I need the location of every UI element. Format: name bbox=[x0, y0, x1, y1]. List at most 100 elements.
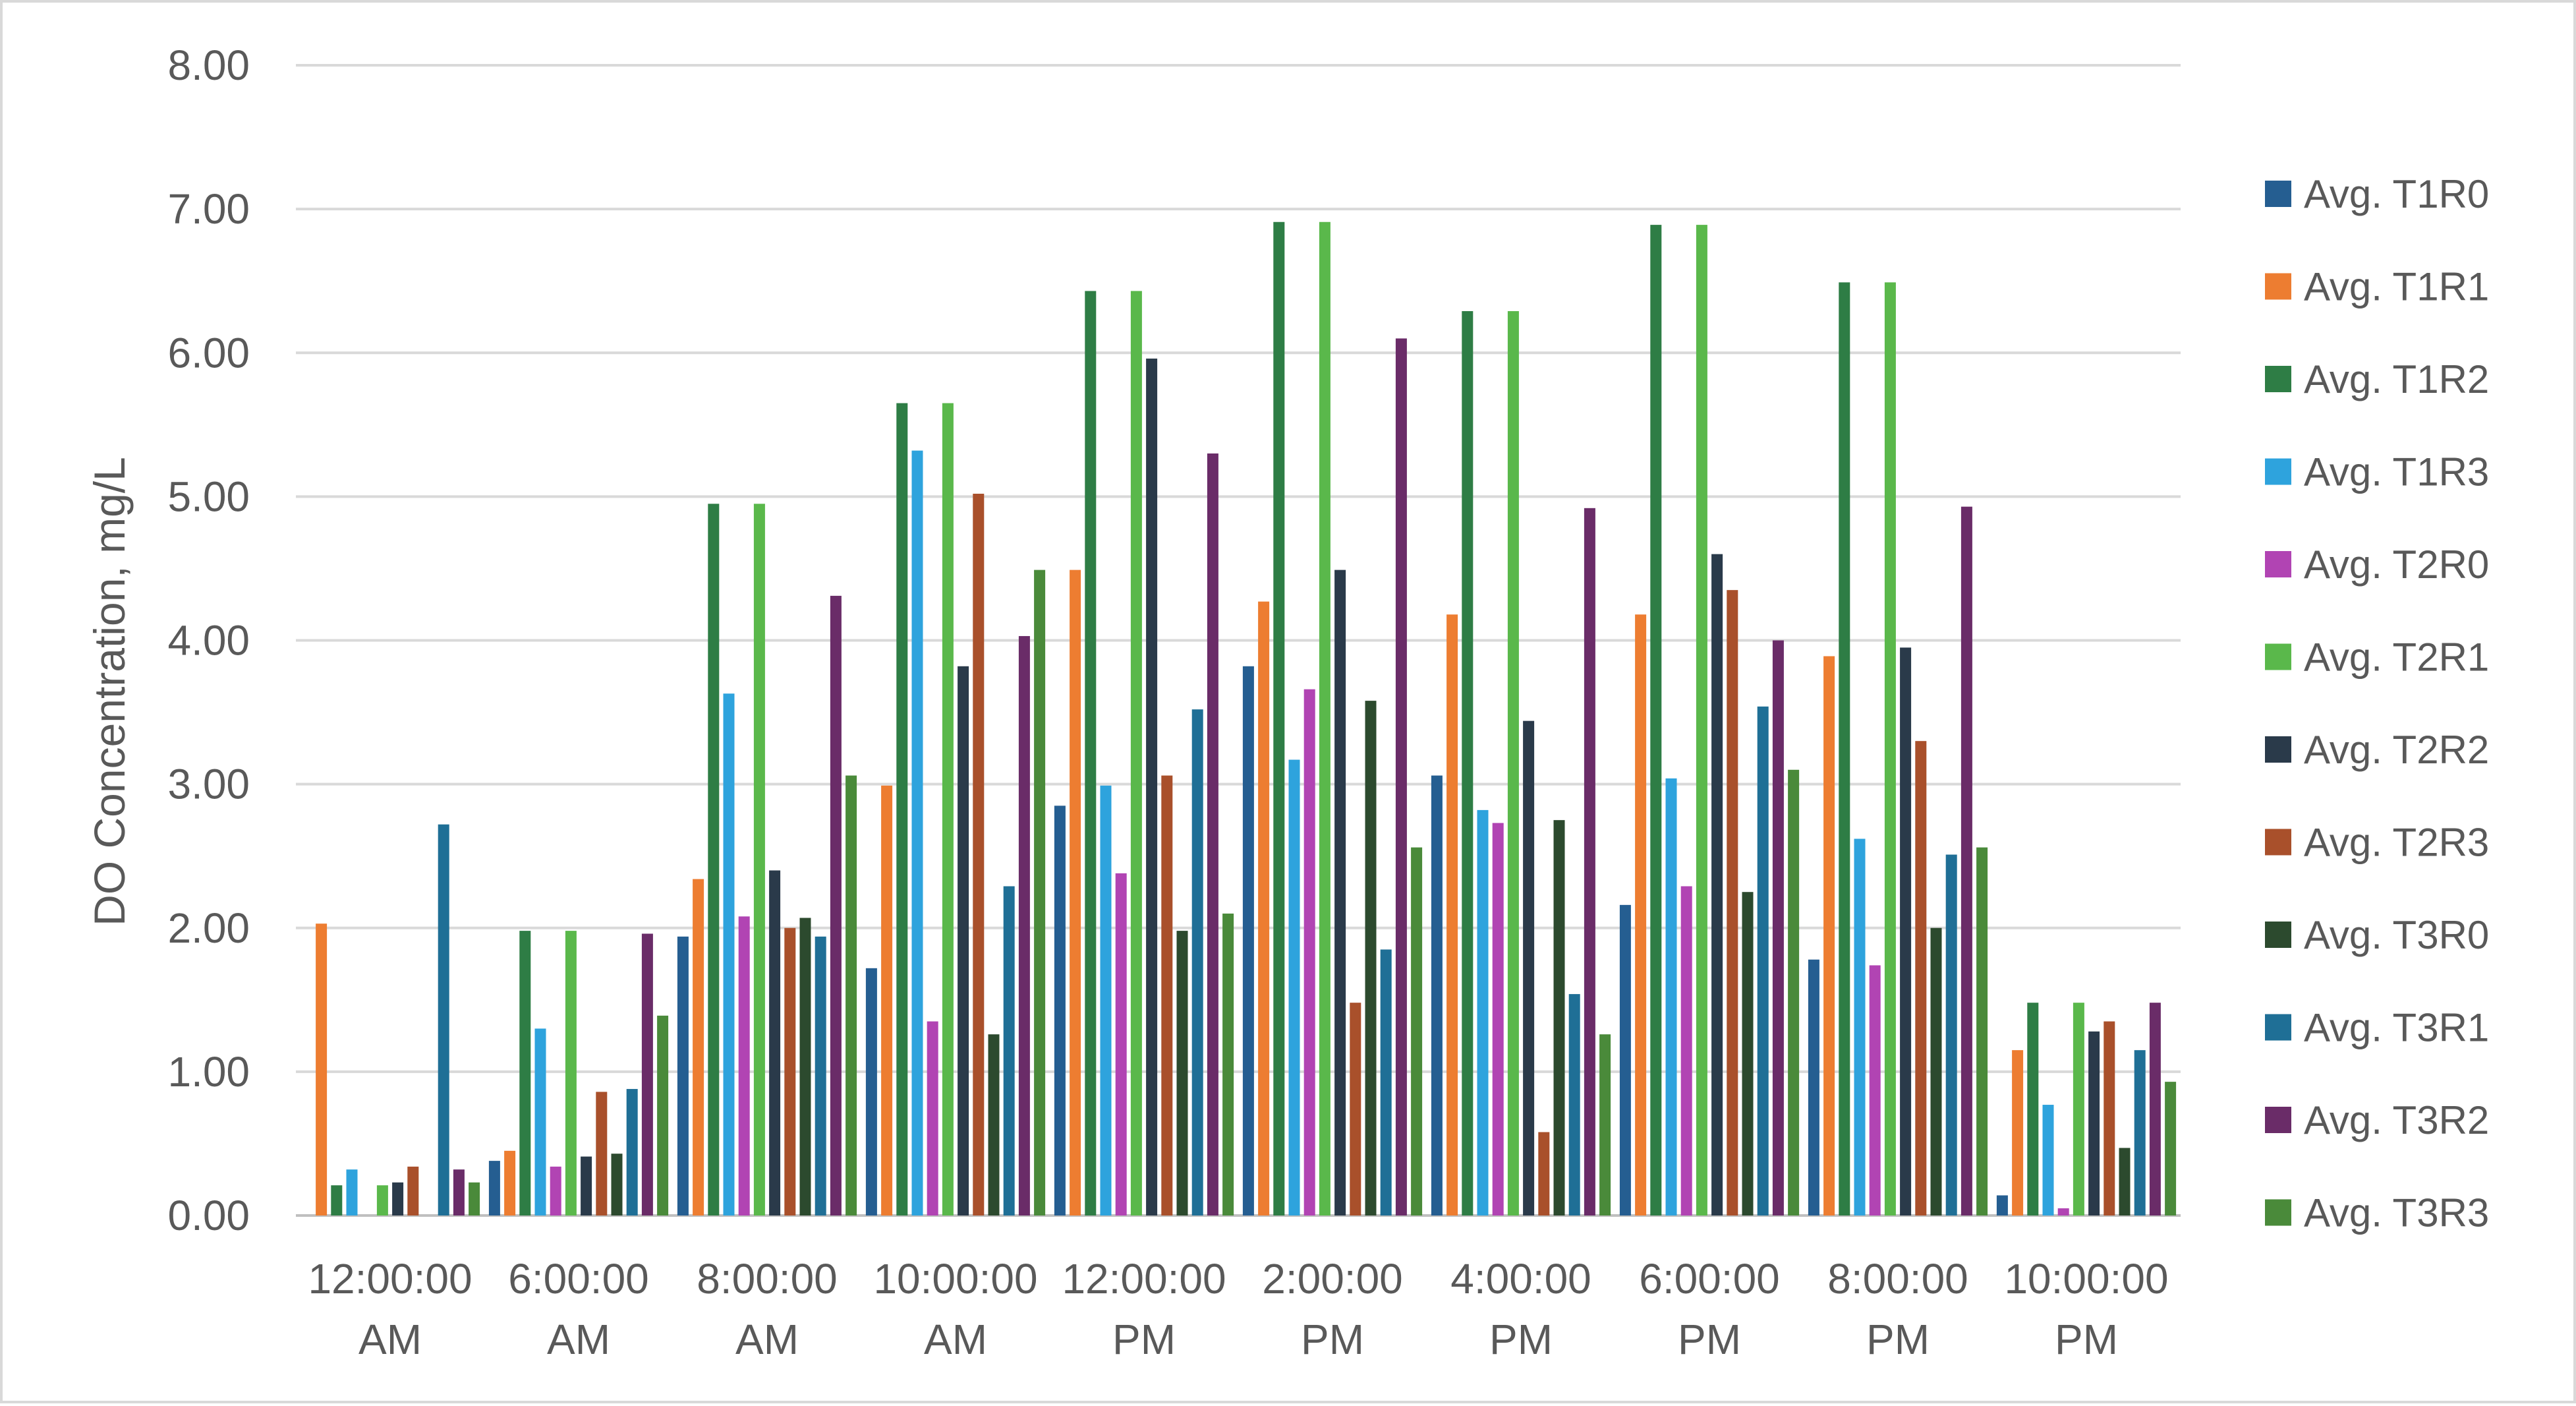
bar bbox=[611, 1154, 623, 1216]
bar bbox=[784, 927, 796, 1216]
bar bbox=[845, 775, 857, 1216]
y-tick-label: 8.00 bbox=[167, 42, 250, 89]
legend-item: Avg. T3R2 bbox=[2265, 1098, 2489, 1142]
gridlines bbox=[296, 64, 2181, 1217]
bar bbox=[1696, 225, 1707, 1216]
y-tick-label: 1.00 bbox=[167, 1048, 250, 1096]
bar bbox=[1854, 838, 1866, 1216]
bar bbox=[988, 1034, 1000, 1216]
bar bbox=[753, 504, 765, 1216]
legend-item: Avg. T3R3 bbox=[2265, 1191, 2489, 1235]
legend-label: Avg. T3R0 bbox=[2304, 913, 2489, 957]
legend-swatch bbox=[2265, 1014, 2291, 1041]
bar bbox=[1462, 310, 1474, 1216]
bar bbox=[958, 666, 969, 1216]
bar bbox=[1242, 666, 1254, 1216]
bar bbox=[1070, 570, 1081, 1216]
x-tick-label: 6:00:00 PM bbox=[1639, 1255, 1780, 1363]
x-tick-label: 10:00:00 AM bbox=[873, 1255, 1037, 1363]
bar bbox=[1003, 886, 1015, 1216]
legend-swatch bbox=[2265, 551, 2291, 577]
bar bbox=[1034, 570, 1046, 1216]
x-tick-label: 10:00:00 PM bbox=[2004, 1255, 2168, 1363]
bar bbox=[1319, 221, 1331, 1216]
bar bbox=[1599, 1034, 1611, 1216]
bars bbox=[316, 221, 2177, 1216]
x-axis-ticks: 12:00:00 AM 6:00:00 AM 8:00:00 AM 10:00:00 AM12… bbox=[308, 1255, 2168, 1363]
legend-label: Avg. T1R2 bbox=[2304, 357, 2489, 401]
bar bbox=[1085, 291, 1097, 1216]
bar bbox=[1207, 453, 1218, 1216]
bar bbox=[1839, 282, 1850, 1216]
y-tick-label: 5.00 bbox=[167, 473, 250, 520]
bar bbox=[1288, 759, 1300, 1216]
bar bbox=[2119, 1148, 2131, 1216]
bar bbox=[504, 1150, 516, 1216]
bar bbox=[1553, 820, 1565, 1216]
bar bbox=[519, 931, 531, 1216]
bar bbox=[1431, 775, 1443, 1216]
y-tick-label: 3.00 bbox=[167, 761, 250, 808]
bar bbox=[1650, 225, 1662, 1216]
legend-item: Avg. T1R1 bbox=[2265, 265, 2489, 309]
legend-swatch bbox=[2265, 273, 2291, 300]
bar bbox=[1538, 1132, 1550, 1216]
x-tick-label: 8:00:00 PM bbox=[1827, 1255, 1968, 1363]
legend-item: Avg. T2R3 bbox=[2265, 821, 2489, 865]
bar bbox=[1727, 590, 1738, 1216]
legend-swatch bbox=[2265, 1199, 2291, 1226]
bar bbox=[1568, 994, 1580, 1216]
bar bbox=[2042, 1105, 2054, 1216]
legend-label: Avg. T2R0 bbox=[2304, 542, 2489, 587]
bar bbox=[1823, 656, 1835, 1216]
bar bbox=[799, 918, 811, 1216]
bar bbox=[1900, 647, 1912, 1216]
bar bbox=[1130, 291, 1142, 1216]
bar bbox=[1930, 927, 1942, 1216]
bar bbox=[488, 1161, 500, 1216]
bar bbox=[1680, 886, 1692, 1216]
bar bbox=[641, 933, 653, 1216]
bar bbox=[596, 1092, 608, 1216]
bar bbox=[1808, 959, 1819, 1216]
bar bbox=[469, 1182, 480, 1216]
y-tick-label: 0.00 bbox=[167, 1192, 250, 1239]
legend-item: Avg. T3R0 bbox=[2265, 913, 2489, 957]
bar bbox=[1711, 554, 1723, 1216]
y-tick-label: 7.00 bbox=[167, 185, 250, 233]
bar bbox=[626, 1089, 638, 1216]
x-tick-label: 12:00:00 AM bbox=[308, 1255, 472, 1363]
legend-item: Avg. T2R1 bbox=[2265, 635, 2489, 680]
bar bbox=[769, 870, 781, 1216]
legend-label: Avg. T1R1 bbox=[2304, 265, 2489, 309]
x-tick-label: 4:00:00 PM bbox=[1450, 1255, 1591, 1363]
legend-item: Avg. T3R1 bbox=[2265, 1006, 2489, 1050]
legend-label: Avg. T3R1 bbox=[2304, 1006, 2489, 1050]
bar bbox=[1395, 338, 1407, 1216]
legend-item: Avg. T2R2 bbox=[2265, 728, 2489, 772]
bar bbox=[392, 1182, 404, 1216]
bar bbox=[1334, 570, 1346, 1216]
bar bbox=[815, 936, 826, 1216]
legend-label: Avg. T2R2 bbox=[2304, 728, 2489, 772]
legend-label: Avg. T1R0 bbox=[2304, 172, 2489, 216]
bar bbox=[881, 785, 893, 1216]
bar bbox=[1742, 892, 1754, 1216]
bar bbox=[453, 1169, 465, 1216]
bar bbox=[1584, 508, 1595, 1216]
bar bbox=[693, 879, 704, 1216]
bar-chart: 0.00 1.00 2.00 3.00 4.00 5.00 6.00 7.00 8.00 12:… bbox=[85, 42, 2489, 1363]
bar bbox=[1915, 741, 1927, 1216]
bar bbox=[1619, 904, 1631, 1216]
bar bbox=[438, 824, 449, 1216]
legend-item: Avg. T1R2 bbox=[2265, 357, 2489, 401]
legend: Avg. T1R0 Avg. T1R1 Avg. T1R2 Avg. T1R3 Avg.… bbox=[2265, 172, 2489, 1235]
bar bbox=[1222, 913, 1234, 1216]
legend-label: Avg. T3R2 bbox=[2304, 1098, 2489, 1142]
x-tick-label: 12:00:00 PM bbox=[1062, 1255, 1226, 1363]
bar bbox=[1018, 635, 1030, 1216]
bar bbox=[723, 693, 735, 1216]
y-axis-title: DO Concentration, mg/L bbox=[85, 457, 134, 926]
bar bbox=[1477, 809, 1489, 1216]
bar bbox=[1976, 847, 1988, 1216]
